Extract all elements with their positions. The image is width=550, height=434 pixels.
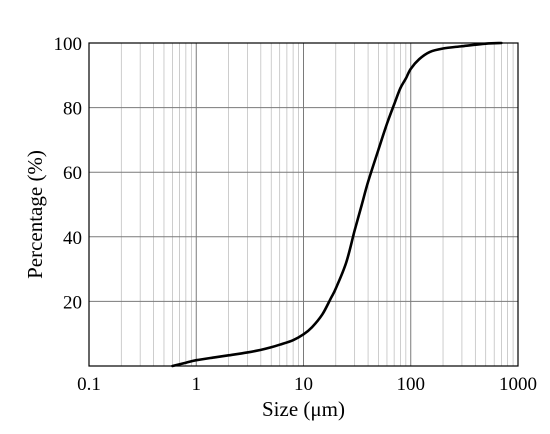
y-tick-label: 40 — [63, 228, 82, 249]
x-tick-labels: 0.1 1 10 100 1000 — [77, 374, 537, 395]
x-tick-label: 1 — [192, 374, 202, 395]
cumulative-size-curve — [171, 41, 503, 368]
y-tick-label: 20 — [63, 292, 82, 313]
y-tick-label: 60 — [63, 163, 82, 184]
x-axis-title: Size (μm) — [262, 397, 345, 421]
grid-lines — [89, 43, 518, 366]
y-tick-labels: 20 40 60 80 100 — [54, 34, 83, 313]
x-tick-label: 100 — [397, 374, 426, 395]
y-axis-title: Percentage (%) — [23, 150, 47, 279]
x-tick-label: 1000 — [499, 374, 537, 395]
plot-frame — [88, 42, 519, 367]
x-tick-label: 10 — [294, 374, 313, 395]
x-tick-label: 0.1 — [77, 374, 101, 395]
y-tick-label: 80 — [63, 99, 82, 120]
y-tick-label: 100 — [54, 34, 83, 55]
series-layer — [171, 41, 503, 368]
